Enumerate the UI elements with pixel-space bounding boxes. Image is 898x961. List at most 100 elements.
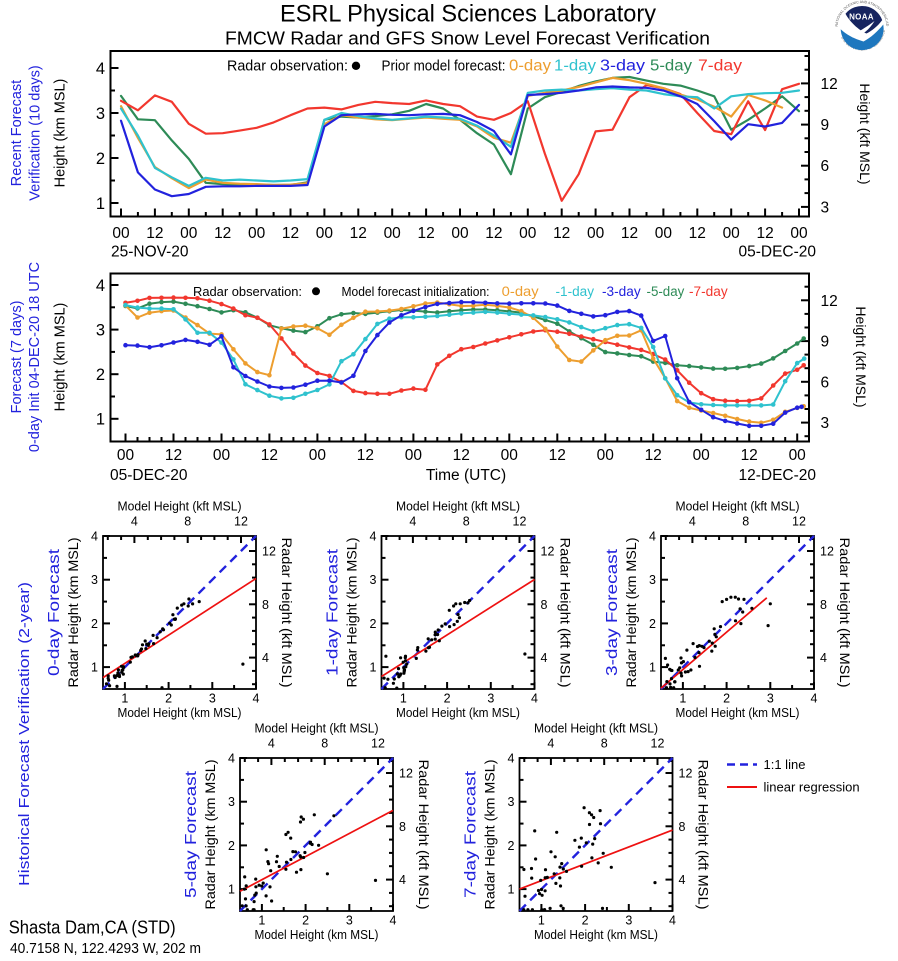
svg-text:4: 4 <box>811 692 818 706</box>
svg-text:8: 8 <box>541 598 548 612</box>
svg-text:0-day: 0-day <box>502 284 539 299</box>
svg-text:8: 8 <box>601 737 608 751</box>
svg-text:Radar Height (km MSL): Radar Height (km MSL) <box>202 760 218 910</box>
svg-text:Shasta Dam,CA (STD): Shasta Dam,CA (STD) <box>9 917 176 938</box>
svg-text:Model Height (km MSL): Model Height (km MSL) <box>534 927 658 942</box>
svg-text:12: 12 <box>282 225 299 242</box>
svg-text:5-day Forecast: 5-day Forecast <box>183 770 200 898</box>
svg-text:Model Height (kft MSL): Model Height (kft MSL) <box>396 499 520 514</box>
svg-text:4: 4 <box>268 737 275 751</box>
svg-text:12: 12 <box>679 767 693 781</box>
svg-text:12: 12 <box>165 447 182 464</box>
svg-text:Verification (10 days): Verification (10 days) <box>28 65 44 200</box>
svg-text:4: 4 <box>253 692 260 706</box>
svg-text:25-NOV-20: 25-NOV-20 <box>111 244 189 261</box>
svg-text:Radar observation:: Radar observation: <box>193 284 302 299</box>
svg-text:2: 2 <box>228 839 235 853</box>
svg-text:00: 00 <box>405 447 423 464</box>
svg-text:4: 4 <box>370 530 377 544</box>
svg-text:12: 12 <box>485 225 502 242</box>
svg-text:Height (kft MSL): Height (kft MSL) <box>857 83 873 184</box>
svg-text:Radar Height (km MSL): Radar Height (km MSL) <box>344 538 360 688</box>
svg-text:3: 3 <box>228 795 235 809</box>
svg-text:00: 00 <box>597 447 615 464</box>
svg-text:12: 12 <box>621 225 638 242</box>
svg-text:00: 00 <box>213 447 231 464</box>
svg-text:4: 4 <box>96 60 105 78</box>
svg-text:8: 8 <box>742 515 749 529</box>
svg-text:4: 4 <box>649 530 656 544</box>
svg-text:4: 4 <box>131 515 138 529</box>
svg-text:12: 12 <box>262 545 276 559</box>
svg-text:12: 12 <box>357 447 374 464</box>
svg-text:6: 6 <box>821 374 830 391</box>
svg-text:Model Height (km MSL): Model Height (km MSL) <box>118 705 242 720</box>
svg-text:4: 4 <box>547 737 554 751</box>
svg-text:3: 3 <box>96 321 105 339</box>
svg-text:8: 8 <box>262 598 269 612</box>
svg-text:Recent Forecast: Recent Forecast <box>9 80 25 186</box>
svg-text:12: 12 <box>792 515 806 529</box>
svg-text:4: 4 <box>820 651 827 665</box>
svg-text:8: 8 <box>463 515 470 529</box>
svg-text:12: 12 <box>741 447 758 464</box>
svg-text:12: 12 <box>214 225 231 242</box>
svg-text:0-day Init 04-DEC-20 18 UTC: 0-day Init 04-DEC-20 18 UTC <box>27 262 43 452</box>
svg-text:Model Height (kft MSL): Model Height (kft MSL) <box>534 721 658 736</box>
svg-text:4: 4 <box>96 277 105 295</box>
svg-text:00: 00 <box>117 447 135 464</box>
svg-text:9: 9 <box>821 117 830 134</box>
svg-text:3-day Forecast: 3-day Forecast <box>604 548 621 676</box>
svg-text:00: 00 <box>112 225 130 242</box>
svg-text:00: 00 <box>384 225 402 242</box>
svg-text:4: 4 <box>541 651 548 665</box>
svg-text:12: 12 <box>371 737 385 751</box>
svg-text:2: 2 <box>165 692 172 706</box>
svg-text:12: 12 <box>541 545 555 559</box>
svg-text:3: 3 <box>625 914 632 928</box>
svg-text:1: 1 <box>96 195 105 213</box>
svg-text:00: 00 <box>693 447 711 464</box>
svg-text:1: 1 <box>91 661 98 675</box>
svg-text:12: 12 <box>417 225 434 242</box>
svg-text:1: 1 <box>508 883 515 897</box>
svg-text:2: 2 <box>723 692 730 706</box>
svg-text:00: 00 <box>451 225 469 242</box>
svg-text:12: 12 <box>513 515 527 529</box>
svg-text:12: 12 <box>651 737 665 751</box>
svg-text:Radar Height (kft MSL): Radar Height (kft MSL) <box>279 538 295 688</box>
svg-text:Forecast (7 days): Forecast (7 days) <box>9 301 25 414</box>
svg-text:12: 12 <box>821 293 838 310</box>
svg-text:1: 1 <box>96 411 105 429</box>
svg-text:Model Height (km MSL): Model Height (km MSL) <box>676 705 800 720</box>
svg-text:2: 2 <box>582 914 589 928</box>
svg-text:12: 12 <box>820 545 834 559</box>
svg-text:-1-day: -1-day <box>556 284 595 299</box>
svg-text:1: 1 <box>370 661 377 675</box>
svg-text:linear regression: linear regression <box>764 780 860 795</box>
svg-text:1-day: 1-day <box>554 58 596 75</box>
svg-text:4: 4 <box>689 515 696 529</box>
svg-text:2: 2 <box>302 914 309 928</box>
svg-text:00: 00 <box>790 225 808 242</box>
svg-text:12: 12 <box>399 767 413 781</box>
svg-text:7-day: 7-day <box>698 58 742 75</box>
svg-text:12-DEC-20: 12-DEC-20 <box>738 467 816 484</box>
svg-text:Radar Height (kft MSL): Radar Height (kft MSL) <box>837 538 853 688</box>
svg-text:00: 00 <box>501 447 519 464</box>
svg-text:FMCW Radar and GFS Snow Level: FMCW Radar and GFS Snow Level Forecast V… <box>225 28 710 49</box>
svg-text:00: 00 <box>519 225 537 242</box>
svg-text:9: 9 <box>821 334 830 351</box>
svg-text:12: 12 <box>553 225 570 242</box>
svg-text:Model Height (kft MSL): Model Height (kft MSL) <box>255 721 379 736</box>
svg-text:1: 1 <box>538 914 545 928</box>
svg-text:00: 00 <box>587 225 605 242</box>
svg-text:Radar observation:: Radar observation: <box>227 58 348 75</box>
svg-text:8: 8 <box>399 820 406 834</box>
svg-text:Radar Height (kft MSL): Radar Height (kft MSL) <box>416 760 432 910</box>
svg-text:Prior model forecast:: Prior model forecast: <box>382 58 506 75</box>
svg-text:3: 3 <box>508 795 515 809</box>
svg-text:NOAA: NOAA <box>849 13 874 22</box>
svg-text:Height (kft MSL): Height (kft MSL) <box>853 306 869 407</box>
svg-text:4: 4 <box>390 914 397 928</box>
